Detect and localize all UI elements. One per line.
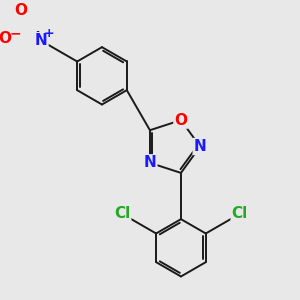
Text: O: O	[0, 31, 11, 46]
Text: N: N	[35, 33, 47, 48]
Text: N: N	[194, 139, 206, 154]
Text: +: +	[44, 27, 55, 40]
Text: Cl: Cl	[114, 206, 130, 221]
Text: −: −	[9, 26, 21, 40]
Text: O: O	[174, 112, 188, 128]
Text: O: O	[15, 3, 28, 18]
Text: Cl: Cl	[232, 206, 248, 221]
Text: N: N	[144, 155, 156, 170]
